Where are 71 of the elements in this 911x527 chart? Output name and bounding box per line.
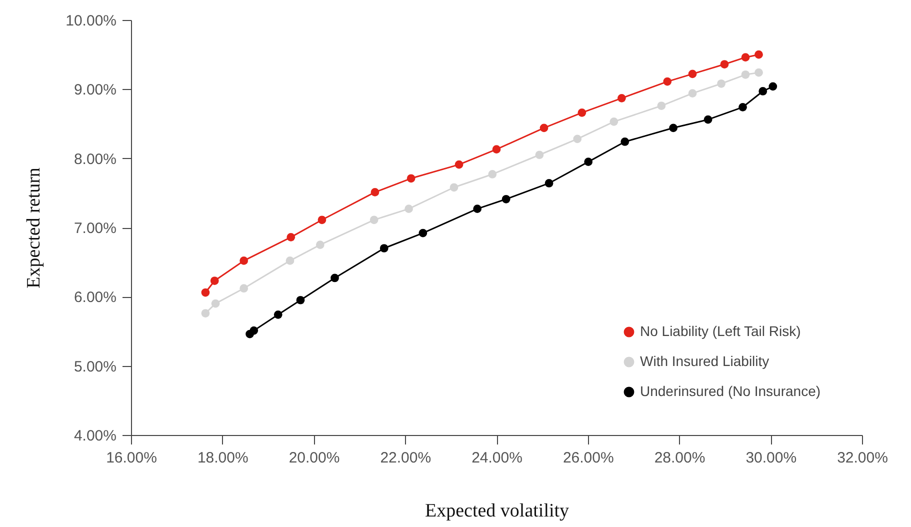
point — [286, 256, 294, 265]
legend-label: No Liability (Left Tail Risk) — [640, 323, 801, 339]
point — [720, 60, 729, 68]
point — [688, 70, 697, 78]
point — [406, 174, 416, 183]
y-axis-title: Expected return — [24, 167, 45, 288]
point — [502, 194, 510, 204]
point — [318, 216, 326, 224]
x-tick-label: 18.00% — [197, 450, 248, 466]
y-tick-label: 6.00% — [74, 289, 116, 306]
point — [741, 53, 750, 62]
point — [768, 82, 778, 91]
x-tick-label: 24.00% — [472, 450, 522, 466]
point — [758, 87, 768, 96]
point — [657, 102, 666, 110]
x-tick-label: 28.00% — [654, 450, 706, 466]
point — [404, 204, 413, 213]
point — [330, 274, 339, 282]
point — [704, 115, 712, 124]
point — [370, 216, 378, 224]
point — [573, 134, 582, 144]
x-axis-title: Expected volatility — [424, 500, 570, 522]
y-tick-label: 7.00% — [74, 220, 116, 237]
point — [540, 124, 548, 132]
y-tick-label: 5.00% — [74, 358, 116, 376]
point — [473, 204, 482, 213]
point — [535, 150, 544, 160]
point — [201, 309, 210, 318]
x-tick-label: 16.00% — [106, 450, 157, 466]
x-tick-label: 20.00% — [288, 450, 340, 466]
legend-label: Underinsured (No Insurance) — [640, 383, 821, 399]
point — [286, 233, 296, 242]
y-tick-label: 8.00% — [74, 150, 116, 168]
point — [688, 89, 697, 98]
point — [741, 70, 750, 79]
point — [754, 50, 763, 59]
point — [370, 188, 380, 196]
point — [618, 94, 626, 102]
point — [754, 68, 763, 77]
y-tick-label: 9.00% — [74, 82, 116, 99]
point — [578, 108, 586, 117]
point — [488, 170, 497, 178]
y-tick-label: 10.00% — [66, 12, 116, 30]
point — [492, 145, 501, 154]
point — [418, 228, 428, 238]
point — [620, 138, 630, 146]
x-tick-label: 26.00% — [562, 450, 614, 466]
point — [211, 299, 220, 308]
x-tick-label: 22.00% — [380, 450, 432, 466]
y-tick-label: 4.00% — [74, 428, 116, 444]
point — [240, 284, 248, 293]
point — [201, 288, 210, 297]
point — [250, 326, 258, 335]
point — [610, 118, 618, 126]
point — [380, 244, 388, 252]
point — [454, 160, 464, 169]
point — [544, 179, 554, 188]
point — [584, 158, 593, 166]
point — [663, 77, 672, 86]
point — [717, 79, 726, 88]
point — [669, 124, 678, 132]
legend-label: With Insured Liability — [640, 353, 770, 369]
point — [274, 310, 282, 319]
x-tick-label: 32.00% — [837, 450, 888, 466]
point — [738, 102, 747, 112]
point — [316, 240, 324, 249]
point — [450, 183, 458, 192]
x-tick-label: 30.00% — [746, 450, 797, 466]
point — [210, 276, 219, 285]
point — [296, 296, 305, 304]
point — [240, 256, 248, 265]
